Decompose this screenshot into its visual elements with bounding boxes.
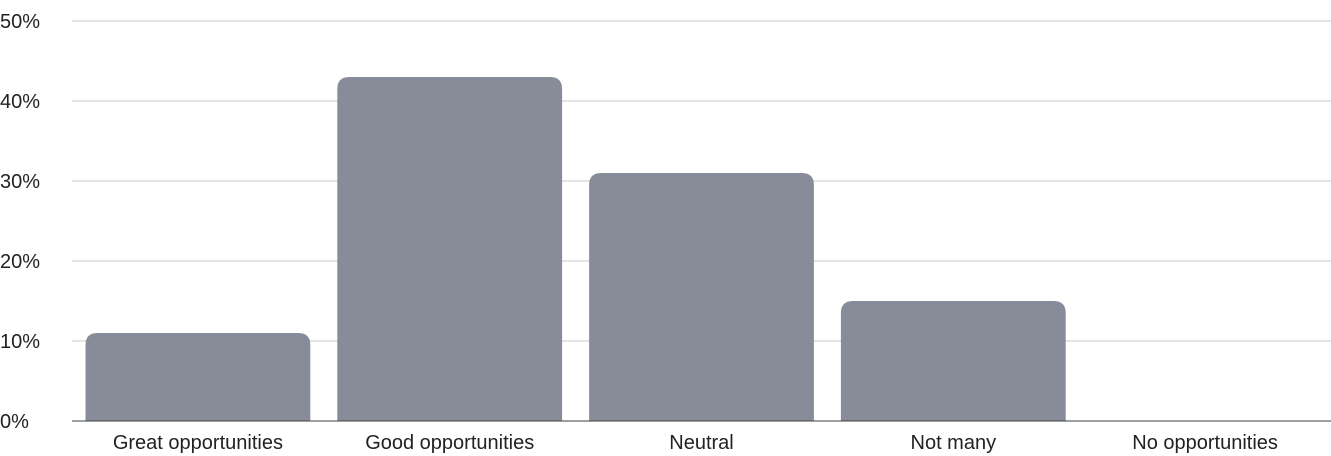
y-tick-label: 10%	[0, 331, 40, 353]
x-category-label: Not many	[911, 432, 997, 454]
bar	[337, 77, 563, 421]
y-tick-label: 50%	[0, 11, 40, 33]
bar	[85, 333, 311, 421]
y-axis-tick-labels: 0% 10% 20% 30% 40% 50%	[0, 11, 40, 433]
x-category-label: No opportunities	[1132, 432, 1278, 454]
y-tick-label: 0%	[0, 411, 29, 433]
x-axis-category-labels: Great opportunities Good opportunities Neu…	[113, 432, 1278, 454]
x-category-label: Good opportunities	[365, 432, 534, 454]
bar	[589, 173, 814, 421]
y-tick-label: 30%	[0, 171, 40, 193]
bars	[85, 77, 1066, 421]
y-tick-label: 40%	[0, 91, 40, 113]
x-category-label: Neutral	[669, 432, 733, 454]
bar	[840, 301, 1066, 421]
x-category-label: Great opportunities	[113, 432, 283, 454]
y-tick-label: 20%	[0, 251, 40, 273]
